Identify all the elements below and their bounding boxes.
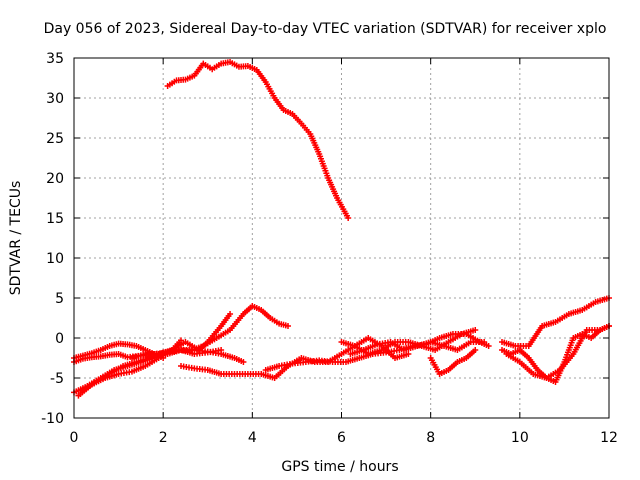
y-tick-label: 15 (46, 211, 64, 227)
y-tick-label: 5 (55, 291, 64, 307)
series-track-1 (164, 59, 352, 221)
x-tick-label: 12 (600, 430, 618, 446)
data-point (485, 343, 492, 349)
y-tick-label: 25 (46, 131, 64, 147)
y-tick-label: 35 (46, 51, 64, 67)
y-tick-label: -5 (50, 371, 64, 387)
data-point (405, 351, 412, 357)
data-point (472, 347, 479, 353)
y-tick-label: 20 (46, 171, 64, 187)
data-point (240, 359, 247, 365)
x-tick-label: 10 (511, 430, 529, 446)
series-track-15 (503, 323, 612, 381)
data-point (481, 339, 488, 345)
x-tick-label: 6 (337, 430, 346, 446)
series-track-7 (128, 311, 234, 361)
x-tick-label: 0 (70, 430, 79, 446)
chart-title: Day 056 of 2023, Sidereal Day-to-day VTE… (44, 21, 607, 37)
series-track-8 (178, 335, 412, 381)
data-point (472, 327, 479, 333)
grid-lines (74, 58, 609, 418)
data-point (285, 323, 291, 329)
x-axis-ticks: 0 2 4 6 8 10 12 (70, 58, 618, 446)
plot-frame (73, 57, 610, 419)
x-tick-label: 4 (248, 430, 257, 446)
x-tick-label: 2 (159, 430, 168, 446)
x-axis-label: GPS time / hours (281, 459, 398, 475)
series-track-11 (347, 339, 488, 357)
y-tick-label: 30 (46, 91, 64, 107)
y-tick-label: 0 (55, 331, 64, 347)
series-track-12 (427, 347, 479, 377)
data-point (227, 311, 234, 317)
y-tick-label: 10 (46, 251, 64, 267)
data-point (345, 215, 352, 221)
data-points (71, 59, 612, 399)
x-tick-label: 8 (426, 430, 435, 446)
series-track-14 (499, 295, 612, 349)
y-tick-label: -10 (41, 411, 64, 427)
y-axis-label: SDTVAR / TECUs (8, 181, 24, 296)
